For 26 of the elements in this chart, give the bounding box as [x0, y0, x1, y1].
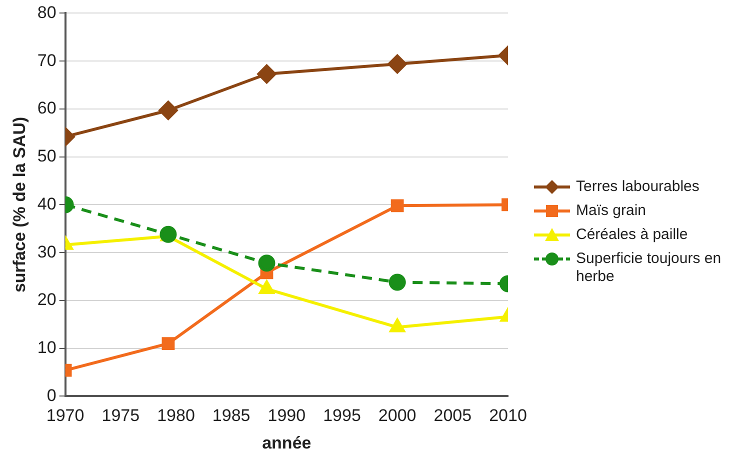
y-tick-label: 60: [37, 98, 56, 118]
legend-label: Céréales à paille: [576, 226, 688, 244]
legend-label: Terres labourables: [576, 178, 700, 196]
y-tick-label: 30: [37, 242, 56, 262]
y-tick-label: 0: [46, 386, 56, 405]
y-tick-label: 50: [37, 146, 56, 166]
y-tick-label: 40: [37, 194, 56, 214]
x-tick-label: 2010: [489, 406, 527, 426]
legend-label: Superficie toujours en herbe: [576, 250, 722, 286]
x-tick-label: 1970: [46, 406, 84, 426]
x-axis-title: année: [262, 433, 312, 452]
x-tick-label: 1980: [157, 406, 195, 426]
point: [257, 64, 276, 84]
y-tick-label: 10: [37, 338, 56, 358]
y-tick-label: 20: [37, 290, 56, 310]
y-axis-title: surface (% de la SAU): [10, 116, 29, 293]
legend-label: Maïs grain: [576, 202, 646, 220]
x-tick-label: 1995: [323, 406, 361, 426]
y-tick-label: 80: [37, 2, 56, 22]
x-tick-label: 1990: [268, 406, 306, 426]
x-tick-label: 1975: [102, 406, 140, 426]
x-tick-label: 2005: [434, 406, 472, 426]
y-tick-label: 70: [37, 50, 56, 70]
x-tick-label: 2000: [378, 406, 416, 426]
point: [258, 254, 276, 272]
x-tick-label: 1985: [212, 406, 250, 426]
